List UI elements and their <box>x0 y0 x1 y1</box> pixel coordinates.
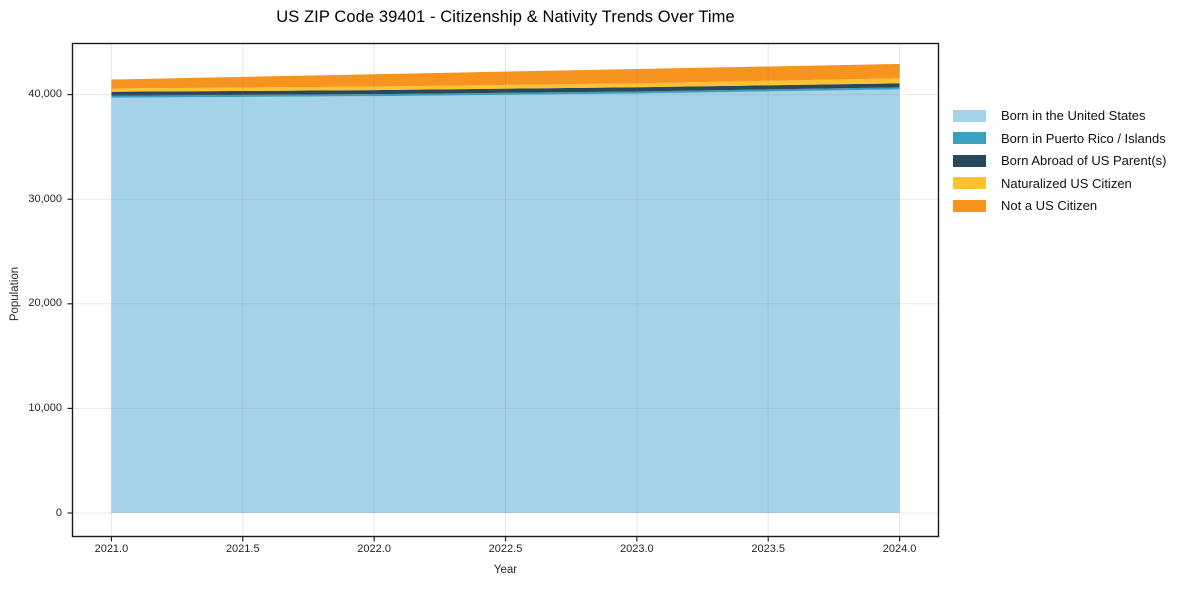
x-tick-label: 2024.0 <box>882 543 917 555</box>
legend-item: Not a US Citizen <box>953 197 1166 214</box>
legend-item: Naturalized US Citizen <box>953 175 1166 192</box>
x-tick-label: 2022.5 <box>488 543 523 555</box>
legend-item: Born in the United States <box>953 107 1166 124</box>
legend-swatch <box>953 154 986 167</box>
legend-label: Not a US Citizen <box>1001 198 1098 213</box>
x-tick-label: 2021.0 <box>94 543 129 555</box>
y-tick-label: 10,000 <box>28 401 62 414</box>
y-tick-label: 30,000 <box>28 192 62 205</box>
x-tick-label: 2021.5 <box>225 543 260 555</box>
plot-area <box>67 42 940 542</box>
chart-title: US ZIP Code 39401 - Citizenship & Nativi… <box>276 8 735 26</box>
y-tick-label: 20,000 <box>28 297 62 310</box>
legend-swatch <box>953 109 986 122</box>
area-series-1 <box>111 89 900 514</box>
y-tick-label: 0 <box>55 506 62 519</box>
legend-swatch <box>953 132 986 144</box>
legend-label: Born in the United States <box>1001 108 1146 123</box>
legend: Born in the United States Born in Puerto … <box>953 107 1166 214</box>
legend-label: Naturalized US Citizen <box>1001 175 1132 191</box>
area-series-5 <box>111 63 900 89</box>
legend-swatch <box>953 177 986 189</box>
y-tick-label: 40,000 <box>28 88 62 101</box>
legend-item: Born Abroad of US Parent(s) <box>953 152 1166 169</box>
area-series-2 <box>111 87 900 98</box>
legend-item: Born in Puerto Rico / Islands <box>953 130 1166 147</box>
x-tick-label: 2022.0 <box>357 543 391 555</box>
plot-border <box>71 42 940 538</box>
legend-label: Born in Puerto Rico / Islands <box>1001 130 1166 146</box>
area-series-4 <box>111 78 900 92</box>
stacked-area-chart <box>67 42 940 542</box>
x-tick-label: 2023.0 <box>620 543 654 555</box>
x-axis-title: Year <box>493 564 518 576</box>
area-series-3 <box>111 83 900 96</box>
legend-label: Born Abroad of US Parent(s) <box>1001 153 1167 168</box>
x-tick-label: 2023.5 <box>751 543 786 555</box>
y-axis-title-text: Population <box>9 266 21 322</box>
legend-swatch <box>953 199 986 212</box>
